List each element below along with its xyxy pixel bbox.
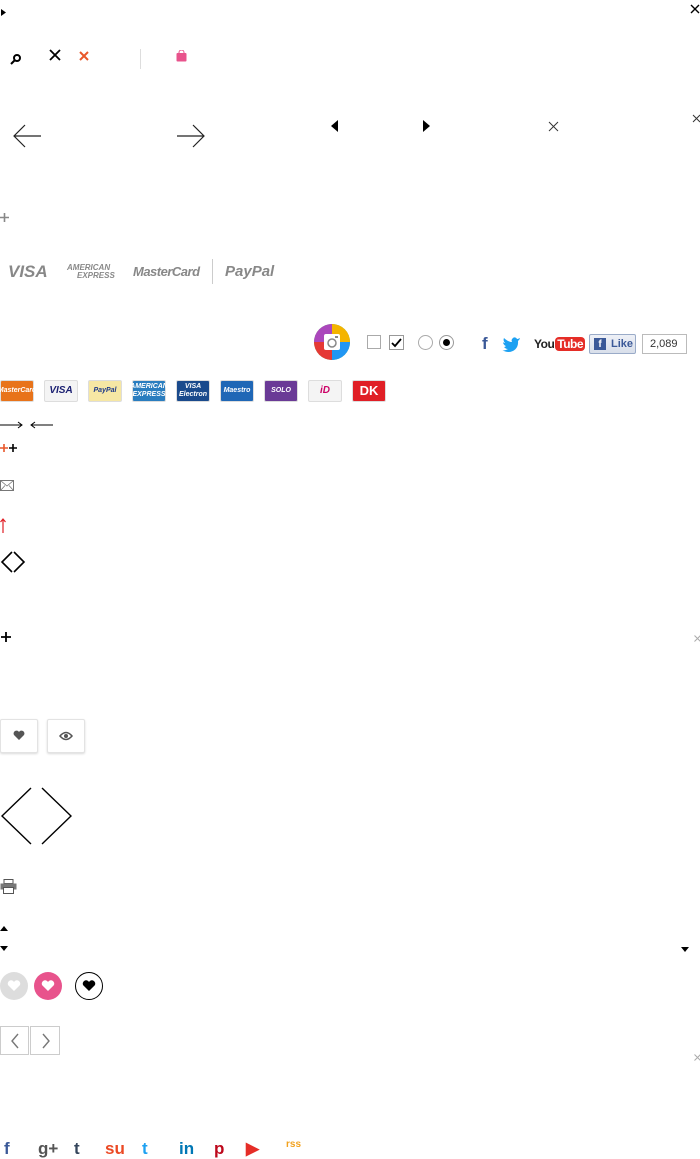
- arrow-up-icon[interactable]: [0, 518, 6, 538]
- tumblr-icon[interactable]: t: [74, 1139, 80, 1158]
- caret-up-icon[interactable]: [0, 918, 8, 936]
- amex-logo: AMERICAN EXPRESS: [67, 264, 115, 280]
- caret-down-icon[interactable]: [681, 939, 689, 957]
- heart-icon: [7, 980, 21, 991]
- checkbox-unchecked[interactable]: [367, 335, 381, 349]
- twitter-icon[interactable]: t: [142, 1139, 148, 1158]
- twitter-icon[interactable]: [502, 336, 521, 357]
- payment-card-label: VISA: [49, 385, 73, 396]
- radio-unselected[interactable]: [418, 335, 433, 350]
- payment-card-label: PayPal: [93, 387, 117, 394]
- plus-icon[interactable]: [0, 209, 9, 227]
- arrow-right-icon[interactable]: [0, 417, 24, 435]
- print-icon[interactable]: [0, 879, 17, 899]
- payment-card-solo: SOLO: [264, 380, 298, 402]
- linkedin-icon[interactable]: in: [179, 1139, 195, 1158]
- payment-card-label: AMERICAN EXPRESS: [130, 383, 168, 398]
- pinterest-icon[interactable]: p: [214, 1139, 225, 1158]
- rss-icon[interactable]: rss: [286, 1139, 302, 1150]
- close-icon[interactable]: [692, 110, 700, 128]
- plus-icon[interactable]: [1, 629, 11, 647]
- stumbleupon-icon[interactable]: su: [105, 1139, 125, 1158]
- prev-button[interactable]: [0, 1026, 29, 1055]
- paypal-logo: PayPal: [225, 263, 275, 280]
- like-count-value: 2,089: [650, 338, 678, 350]
- payment-card-label: VISA Electron: [178, 383, 207, 398]
- search-icon[interactable]: [10, 52, 22, 70]
- checkbox-checked[interactable]: [389, 335, 404, 350]
- payment-card-visa-electron: VISA Electron: [176, 380, 210, 402]
- chevron-left-icon: [11, 1033, 19, 1049]
- payment-card-paypal: PayPal: [88, 380, 122, 402]
- payment-card-label: iD: [320, 385, 330, 396]
- close-icon[interactable]: [690, 1, 700, 19]
- mastercard-logo: MasterCard: [133, 264, 200, 279]
- heart-icon: [82, 980, 96, 991]
- chevron-right-icon: [42, 1033, 50, 1049]
- payment-card-maestro: Maestro: [220, 380, 254, 402]
- close-icon[interactable]: [694, 629, 700, 647]
- plus-icon[interactable]: [0, 439, 8, 457]
- shopping-bag-icon[interactable]: [176, 49, 187, 67]
- youtube-logo-tube: Tube: [555, 337, 586, 351]
- wishlist-button[interactable]: [0, 719, 38, 753]
- wishlist-button-default[interactable]: [0, 972, 28, 1000]
- triangle-left-icon[interactable]: [331, 119, 339, 137]
- google-plus-icon[interactable]: g+: [38, 1139, 59, 1158]
- heart-icon: [41, 980, 55, 991]
- chevron-right-icon[interactable]: [41, 787, 73, 850]
- plus-icon[interactable]: [9, 439, 17, 457]
- facebook-like-button[interactable]: f Like: [589, 334, 636, 354]
- youtube-icon[interactable]: ▶: [246, 1139, 260, 1158]
- payment-card-visa: VISA: [44, 380, 78, 402]
- facebook-icon[interactable]: f: [482, 334, 488, 353]
- arrow-left-icon[interactable]: [12, 123, 42, 154]
- arrow-left-icon[interactable]: [29, 417, 53, 435]
- chevron-left-icon[interactable]: [0, 551, 13, 578]
- wishlist-button-outline[interactable]: [75, 972, 103, 1000]
- amex-logo-top: AMERICAN: [67, 263, 111, 272]
- quick-view-button[interactable]: [47, 719, 85, 753]
- payment-card-label: SOLO: [271, 387, 291, 394]
- wishlist-button-active[interactable]: [34, 972, 62, 1000]
- close-icon[interactable]: [548, 119, 559, 137]
- eye-icon: [59, 731, 73, 741]
- close-icon[interactable]: [79, 48, 89, 66]
- triangle-right-icon: [1, 3, 7, 21]
- facebook-icon[interactable]: f: [4, 1139, 10, 1158]
- divider: [140, 49, 141, 69]
- payment-card-dankort: DK: [352, 380, 386, 402]
- facebook-icon: f: [594, 338, 606, 350]
- like-label: Like: [611, 338, 634, 350]
- arrow-right-icon[interactable]: [176, 123, 206, 154]
- like-count: 2,089: [642, 334, 687, 354]
- close-icon[interactable]: [49, 48, 61, 66]
- payment-card-label: DK: [359, 383, 379, 398]
- mail-icon[interactable]: [0, 479, 15, 497]
- radio-selected[interactable]: [439, 335, 454, 350]
- triangle-right-icon[interactable]: [423, 119, 431, 137]
- divider: [212, 259, 213, 284]
- youtube-logo[interactable]: You Tube: [534, 337, 586, 351]
- payment-card-ideal: iD: [308, 380, 342, 402]
- heart-icon: [13, 730, 25, 740]
- payment-card-label: Maestro: [223, 387, 251, 394]
- chevron-right-icon[interactable]: [13, 551, 26, 578]
- payment-card-label: MasterCard: [0, 387, 37, 394]
- youtube-logo-you: You: [534, 337, 555, 351]
- visa-logo: VISA: [8, 262, 48, 281]
- amex-logo-bottom: EXPRESS: [77, 271, 115, 280]
- chevron-left-icon[interactable]: [0, 787, 32, 850]
- next-button[interactable]: [30, 1026, 60, 1055]
- payment-card-amex: AMERICAN EXPRESS: [130, 380, 168, 402]
- payment-card-mastercard: MasterCard: [0, 380, 37, 402]
- caret-down-icon[interactable]: [0, 938, 8, 956]
- close-icon[interactable]: [694, 1048, 700, 1066]
- instagram-icon[interactable]: [313, 323, 351, 366]
